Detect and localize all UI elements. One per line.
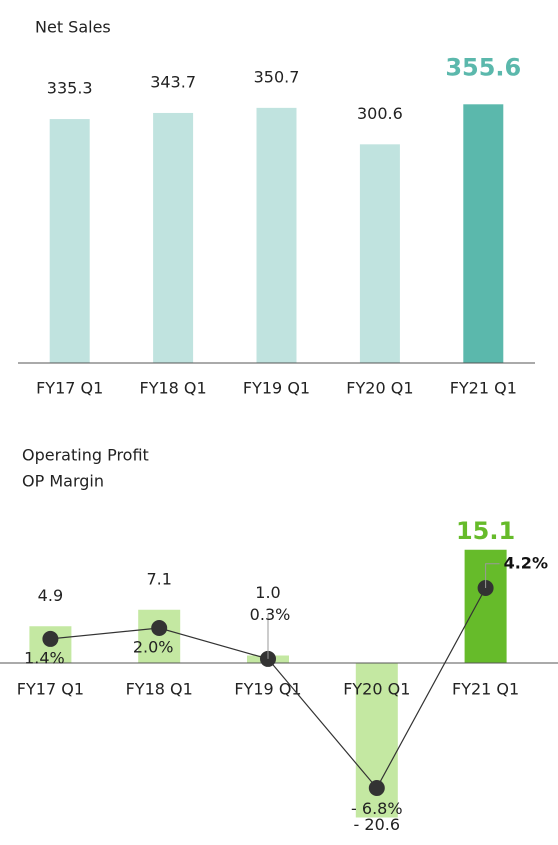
bar — [463, 104, 504, 364]
bar — [138, 609, 181, 663]
value-label: 300.6 — [357, 104, 403, 123]
x-tick-label: FY21 Q1 — [452, 680, 519, 699]
value-label: 1.0 — [255, 583, 280, 602]
x-tick-label: FY20 Q1 — [343, 680, 410, 699]
value-label: - 20.6 — [354, 815, 400, 834]
margin-label: 0.3% — [250, 605, 291, 624]
x-tick-label: FY18 Q1 — [139, 379, 206, 398]
bar — [256, 107, 297, 363]
margin-label: 4.2% — [504, 553, 548, 572]
value-label: 343.7 — [150, 72, 196, 91]
bar — [359, 144, 400, 363]
series-name: Operating Profit — [22, 446, 149, 465]
value-label: 350.7 — [254, 67, 300, 86]
margin-label: 2.0% — [133, 638, 174, 657]
leader-line — [485, 563, 500, 588]
x-tick-label: FY21 Q1 — [450, 379, 517, 398]
value-label: 15.1 — [456, 517, 515, 545]
x-tick-label: FY19 Q1 — [234, 680, 301, 699]
bar — [153, 112, 194, 363]
line-point — [368, 780, 385, 796]
line-point — [42, 630, 59, 647]
value-label: 7.1 — [146, 569, 171, 588]
line-point — [151, 620, 168, 636]
chart-title: Net Sales — [35, 18, 111, 37]
x-tick-label: FY20 Q1 — [346, 379, 413, 398]
x-tick-label: FY17 Q1 — [17, 680, 84, 699]
margin-label: - 6.8% — [351, 799, 403, 818]
x-tick-label: FY19 Q1 — [243, 379, 310, 398]
margin-label: 1.4% — [24, 648, 65, 667]
value-label: 335.3 — [47, 79, 93, 98]
value-label: 4.9 — [38, 586, 63, 605]
x-tick-label: FY18 Q1 — [126, 680, 193, 699]
bar — [49, 119, 90, 364]
value-label: 355.6 — [445, 53, 521, 81]
x-tick-label: FY17 Q1 — [36, 379, 103, 398]
series-name: OP Margin — [22, 472, 104, 491]
